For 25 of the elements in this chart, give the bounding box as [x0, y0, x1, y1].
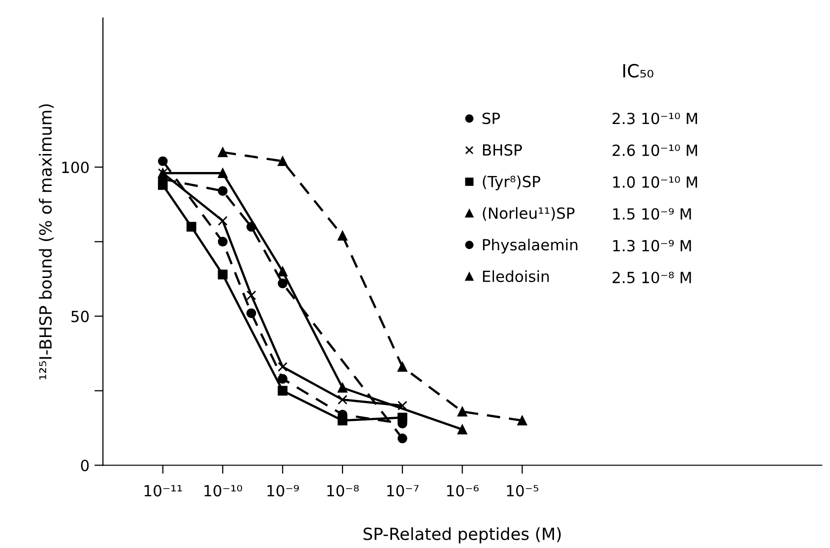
y-tick-label: 0: [81, 460, 89, 472]
annotation: 2.5 10⁻⁸ M: [612, 272, 691, 284]
legend-label: Eledoisin: [483, 270, 549, 282]
legend-label: (Tyr⁸)SP: [482, 176, 540, 190]
legend-label: BHSP: [483, 144, 522, 156]
y-axis-title: ¹²⁵I-BHSP bound (% of maximum): [38, 104, 54, 380]
legend-label: SP: [482, 112, 500, 124]
x-tick-label: 10⁻¹¹: [144, 484, 182, 497]
annotation: 1.5 10⁻⁹ M: [613, 208, 691, 220]
x-tick-label: 10⁻⁵: [507, 484, 538, 497]
legend-label: (Norleu¹¹)SP: [482, 207, 574, 221]
legend-label: Physalaemin: [483, 238, 578, 254]
x-tick-label: 10⁻¹⁰: [204, 484, 242, 497]
x-tick-label: 10⁻⁹: [267, 484, 299, 497]
annotation: 2.6 10⁻¹⁰ M: [612, 144, 697, 156]
y-tick-label: 50: [71, 310, 89, 322]
annotation: 2.3 10⁻¹⁰ M: [612, 112, 697, 124]
x-axis-title: SP-Related peptides (M): [364, 527, 561, 544]
y-tick-label: 100: [62, 162, 89, 174]
x-tick-label: 10⁻⁷: [387, 484, 419, 497]
legend-title: IC₅₀: [623, 64, 654, 78]
x-tick-label: 10⁻⁶: [447, 484, 479, 497]
annotation: 1.0 10⁻¹⁰ M: [613, 176, 697, 188]
x-tick-label: 10⁻⁸: [327, 484, 359, 497]
annotation: 1.3 10⁻⁹ M: [613, 240, 691, 252]
